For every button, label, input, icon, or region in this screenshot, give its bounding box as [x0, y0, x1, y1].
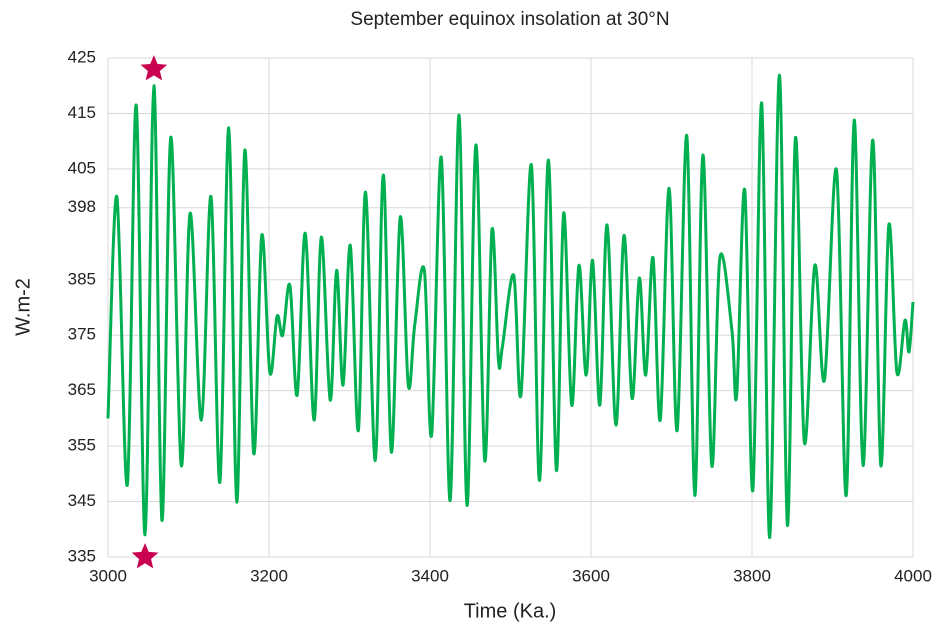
y-axis-label: W.m-2	[12, 278, 34, 336]
x-tick-label: 4000	[894, 566, 932, 585]
x-tick-label: 3400	[411, 566, 449, 585]
series-line	[106, 73, 915, 540]
star-marker	[131, 543, 159, 569]
chart-title: September equinox insolation at 30°N	[350, 9, 669, 30]
y-tick-label: 385	[68, 269, 96, 288]
star-marker	[140, 55, 168, 81]
x-tick-label: 3800	[733, 566, 771, 585]
y-tick-label: 415	[68, 103, 96, 122]
y-tick-label: 375	[68, 325, 96, 344]
x-tick-label: 3000	[89, 566, 127, 585]
y-tick-label: 355	[68, 436, 96, 455]
y-tick-label: 335	[68, 546, 96, 565]
x-tick-label: 3200	[250, 566, 288, 585]
y-tick-label: 425	[68, 47, 96, 66]
y-tick-label: 365	[68, 380, 96, 399]
y-tick-label: 398	[68, 197, 96, 216]
x-tick-label: 3600	[572, 566, 610, 585]
x-axis-label: Time (Ka.)	[464, 600, 557, 622]
y-tick-label: 405	[68, 158, 96, 177]
y-tick-label: 345	[68, 491, 96, 510]
